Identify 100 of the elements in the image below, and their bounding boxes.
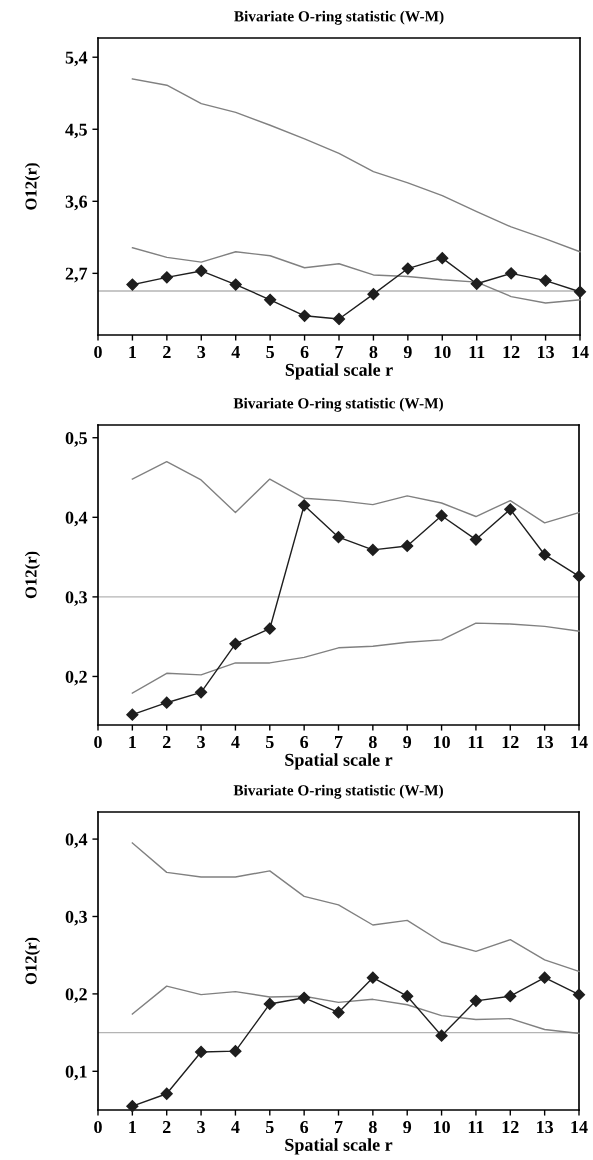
x-tick-label: 3	[197, 1120, 205, 1134]
point	[126, 278, 139, 291]
x-tick-label: 12	[502, 1120, 519, 1133]
y-tick-label: 5,4	[65, 51, 88, 67]
x-tick-label: 14	[572, 346, 589, 358]
x-tick-label: 13	[537, 1120, 554, 1134]
line-series	[131, 460, 580, 524]
point	[401, 990, 414, 1003]
point	[435, 509, 448, 522]
line-series	[131, 622, 580, 694]
x-tick-label: 8	[369, 345, 378, 359]
x-tick-label: 4	[231, 736, 240, 748]
point	[572, 988, 586, 1001]
x-tick-label: 9	[403, 345, 412, 359]
point	[572, 570, 586, 583]
x-tick-label: 1	[129, 1121, 136, 1133]
point	[229, 1045, 242, 1058]
point	[195, 264, 208, 278]
x-tick-label: 8	[368, 735, 377, 749]
x-tick-label: 12	[503, 345, 520, 358]
y-axis-title: O12(r)	[24, 551, 41, 599]
y-tick-label: 0,4	[65, 511, 88, 527]
x-tick-label: 8	[368, 1120, 377, 1134]
y-axis-title: O12(r)	[24, 937, 41, 985]
x-tick-label: 2	[162, 735, 171, 748]
x-axis-title: Spatial scale r	[285, 363, 393, 380]
x-tick-label: 11	[469, 346, 485, 358]
x-tick-label: 3	[197, 345, 206, 359]
point	[469, 994, 483, 1007]
x-tick-label: 10	[433, 1120, 450, 1134]
point	[160, 1087, 173, 1100]
x-tick-label: 7	[335, 346, 344, 358]
point	[194, 1045, 208, 1059]
x-tick-label: 10	[433, 735, 450, 749]
x-tick-label: 4	[231, 346, 240, 358]
point	[298, 309, 311, 322]
x-tick-label: 7	[335, 736, 343, 748]
chart-title: Bivariate O-ring statistic (W-M)	[233, 784, 443, 799]
y-tick-label: 0,2	[65, 670, 87, 686]
line-series	[131, 78, 581, 253]
point	[469, 533, 483, 546]
x-tick-label: 9	[403, 1120, 412, 1134]
point	[263, 997, 276, 1011]
point	[298, 499, 311, 512]
x-tick-label: 0	[94, 1120, 102, 1134]
chart-title: Bivariate O-ring statistic (W-M)	[233, 397, 443, 412]
point	[332, 1006, 345, 1019]
x-tick-label: 4	[231, 1121, 240, 1133]
point	[401, 539, 414, 553]
point	[263, 622, 276, 635]
x-tick-label: 0	[94, 345, 102, 359]
point	[367, 288, 380, 301]
point	[126, 1100, 139, 1113]
x-tick-label: 5	[265, 736, 274, 749]
x-tick-label: 14	[571, 736, 588, 748]
point	[194, 686, 208, 699]
point	[126, 708, 139, 721]
point	[504, 503, 517, 516]
y-tick-label: 0,4	[65, 833, 88, 849]
x-tick-label: 10	[434, 345, 451, 359]
x-tick-label: 3	[197, 735, 205, 749]
point	[538, 548, 551, 561]
y-tick-label: 3,6	[65, 195, 88, 211]
x-tick-label: 13	[537, 345, 554, 359]
y-axis-title: O12(r)	[24, 163, 41, 210]
x-tick-label: 9	[403, 735, 412, 749]
point	[332, 531, 345, 544]
y-tick-label: 2,7	[65, 267, 88, 283]
y-tick-label: 0,3	[65, 591, 87, 606]
y-tick-label: 0,2	[65, 988, 87, 1003]
point	[366, 543, 379, 557]
x-tick-label: 5	[266, 346, 274, 359]
point	[436, 252, 449, 265]
y-tick-label: 0,5	[65, 431, 87, 447]
point	[264, 293, 277, 306]
x-tick-label: 0	[94, 735, 102, 749]
point	[505, 267, 518, 280]
point	[435, 1029, 448, 1042]
y-tick-label: 4,5	[65, 123, 87, 139]
x-tick-label: 7	[335, 1121, 343, 1133]
chart-title: Bivariate O-ring statistic (W-M)	[234, 10, 444, 25]
point	[538, 971, 551, 984]
point	[366, 971, 379, 984]
x-tick-label: 11	[468, 1121, 484, 1133]
point	[332, 312, 346, 326]
x-tick-label: 1	[129, 736, 136, 748]
y-tick-label: 0,1	[65, 1065, 87, 1081]
y-tick-label: 0,3	[65, 910, 87, 926]
x-tick-label: 11	[468, 736, 484, 748]
point	[229, 278, 242, 291]
x-axis-title: Spatial scale r	[285, 1138, 393, 1155]
x-tick-label: 6	[300, 1120, 309, 1134]
point	[298, 991, 311, 1004]
x-tick-label: 2	[162, 1120, 171, 1133]
line-series	[131, 842, 580, 973]
point	[539, 274, 552, 287]
point	[401, 262, 414, 275]
x-tick-label: 13	[537, 735, 554, 749]
point	[504, 990, 517, 1003]
x-tick-label: 6	[300, 735, 309, 749]
